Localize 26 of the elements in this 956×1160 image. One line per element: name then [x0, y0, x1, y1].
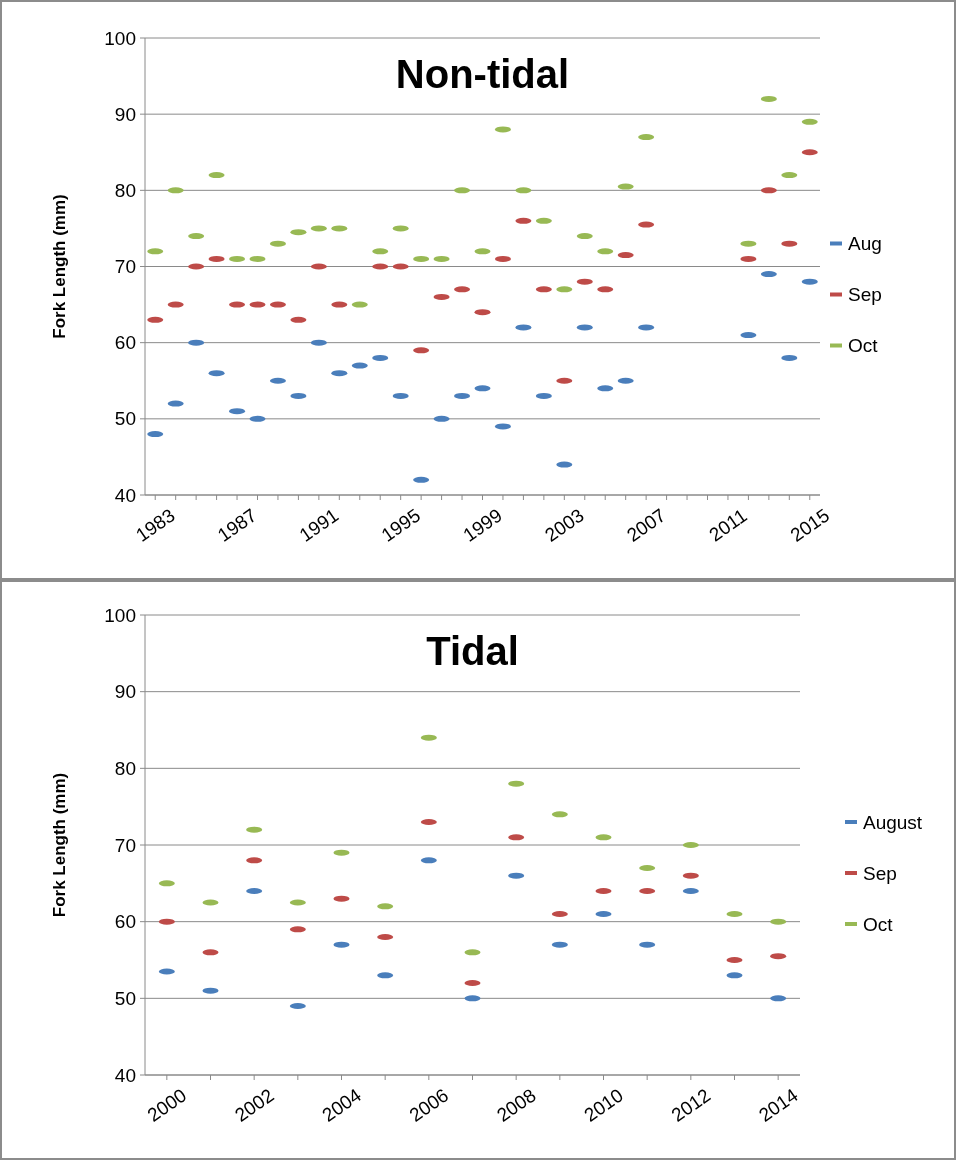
- x-tick-label: 1991: [295, 504, 343, 546]
- y-tick-label: 80: [114, 757, 136, 779]
- y-axis-title: Fork Length (mm): [50, 194, 69, 339]
- y-tick-label: 60: [114, 911, 136, 933]
- x-tick-label: 2011: [705, 504, 751, 546]
- legend-label: Oct: [848, 335, 879, 357]
- y-tick-label: 50: [114, 987, 136, 1009]
- y-tick-label: 70: [114, 834, 136, 856]
- y-tick-label: 80: [114, 179, 136, 201]
- y-axis-title: Fork Length (mm): [50, 772, 69, 918]
- legend-label: Sep: [863, 862, 897, 884]
- y-tick-label: 60: [114, 332, 136, 354]
- chart-title: Tidal: [426, 629, 519, 673]
- chart-title: Non-tidal: [395, 52, 570, 96]
- legend-label: Oct: [863, 913, 894, 935]
- legend-label: Sep: [848, 284, 882, 306]
- legend-label: August: [863, 811, 923, 833]
- legend-label: Aug: [848, 233, 882, 255]
- y-tick-label: 70: [114, 256, 136, 278]
- y-tick-label: 50: [114, 408, 136, 430]
- y-tick-label: 100: [104, 604, 136, 626]
- y-tick-label: 40: [114, 484, 136, 506]
- y-tick-label: 40: [114, 1064, 136, 1086]
- y-tick-label: 90: [114, 681, 136, 703]
- y-tick-label: 100: [104, 27, 136, 49]
- y-tick-label: 90: [114, 103, 136, 125]
